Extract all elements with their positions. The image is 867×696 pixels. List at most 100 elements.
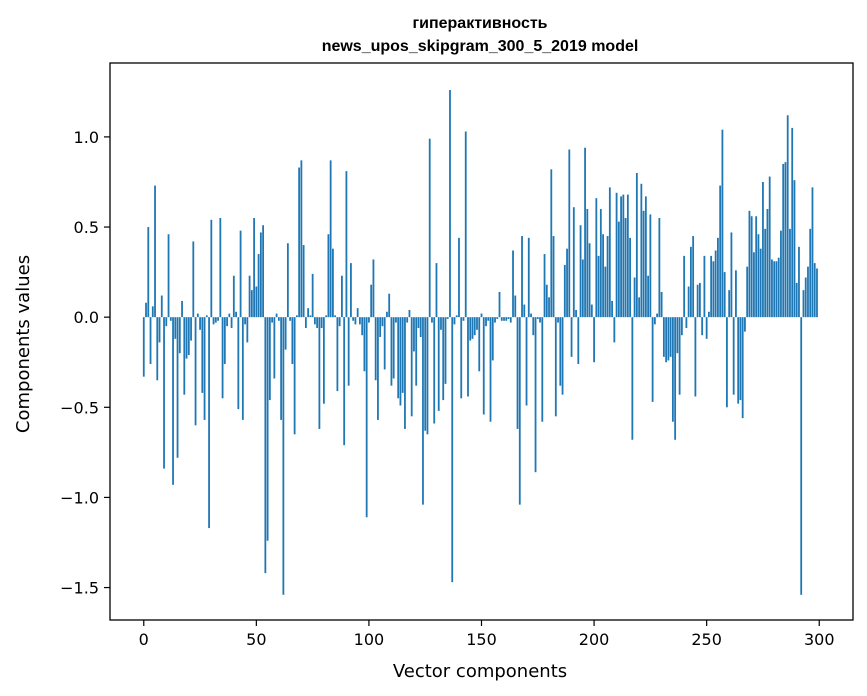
bar — [214, 317, 217, 323]
y-axis-ticks: −1.5 −1.0 −0.5 0.0 0.5 1.0 — [60, 128, 110, 598]
bar — [509, 317, 512, 323]
bar — [795, 282, 798, 318]
bar — [809, 228, 812, 318]
bar — [300, 160, 303, 318]
bar — [280, 317, 283, 420]
bar — [768, 176, 771, 318]
bar — [714, 250, 717, 318]
bar — [789, 228, 791, 318]
bar — [388, 293, 391, 318]
bar — [212, 317, 215, 325]
bar — [762, 181, 764, 318]
x-tick-label: 100 — [354, 630, 385, 649]
bar — [712, 261, 715, 318]
bar — [268, 317, 271, 401]
bar — [708, 311, 710, 318]
bar — [784, 162, 787, 318]
y-tick-label: 1.0 — [74, 128, 99, 147]
bar — [271, 317, 274, 323]
bar — [552, 236, 555, 318]
bar — [687, 286, 690, 318]
bar — [500, 317, 503, 321]
x-tick-label: 150 — [466, 630, 497, 649]
bars-group — [142, 90, 818, 595]
bar — [431, 317, 433, 323]
bar — [782, 163, 785, 318]
bar — [201, 317, 204, 393]
bar — [183, 317, 186, 395]
bar — [804, 277, 807, 318]
bar — [807, 266, 809, 318]
bar — [435, 263, 438, 318]
bar — [746, 266, 749, 318]
bar — [593, 317, 595, 363]
bar — [800, 317, 803, 595]
bar — [194, 317, 197, 426]
bar — [577, 317, 580, 365]
bar — [503, 317, 505, 321]
chart-title: гиперактивность — [412, 15, 547, 32]
bar — [298, 167, 301, 318]
bar — [172, 317, 174, 485]
bar — [660, 291, 663, 318]
bar — [284, 317, 287, 350]
bar — [428, 138, 431, 318]
bar — [332, 248, 334, 318]
bar — [534, 317, 537, 473]
bar — [343, 317, 346, 446]
bar — [541, 317, 544, 422]
bar — [680, 317, 683, 336]
bar — [696, 284, 699, 318]
bar — [579, 225, 582, 318]
bar — [322, 317, 325, 404]
bar — [599, 209, 602, 318]
bar — [658, 218, 661, 318]
bar — [264, 317, 267, 574]
bar — [174, 317, 177, 339]
bar — [196, 313, 199, 318]
bar — [536, 317, 539, 319]
bar — [404, 317, 406, 429]
bar — [205, 315, 208, 318]
bar — [469, 317, 472, 341]
bar — [361, 317, 364, 336]
bar — [617, 221, 620, 318]
x-tick-label: 0 — [139, 630, 149, 649]
bar — [595, 198, 598, 318]
bar — [649, 214, 652, 318]
bar — [491, 317, 494, 361]
bar — [408, 309, 411, 318]
bar — [386, 311, 388, 318]
bar — [811, 187, 814, 318]
bar — [494, 317, 496, 323]
bar — [370, 284, 373, 318]
y-axis-label: Components values — [13, 255, 34, 433]
bar — [525, 317, 528, 406]
bar — [631, 317, 634, 440]
bar — [282, 317, 285, 595]
bar — [449, 90, 451, 318]
bar — [557, 317, 559, 323]
bar — [487, 317, 490, 321]
bar — [401, 317, 404, 393]
bar — [622, 194, 625, 318]
bar — [176, 317, 179, 458]
bar — [590, 304, 593, 318]
bar — [721, 129, 724, 318]
bar — [766, 209, 769, 318]
bar — [239, 230, 242, 318]
bar — [793, 180, 796, 318]
bar — [453, 317, 456, 325]
x-tick-label: 50 — [246, 630, 266, 649]
bar — [219, 218, 222, 318]
y-tick-label: 0.0 — [74, 308, 99, 327]
bar — [413, 317, 415, 352]
bar — [345, 171, 348, 318]
bar — [208, 317, 210, 529]
bar — [496, 317, 499, 319]
bar — [255, 286, 258, 318]
bar — [354, 317, 357, 325]
bar — [259, 232, 262, 318]
x-axis-ticks: 0 50 100 150 200 250 300 — [139, 620, 835, 649]
bar — [644, 196, 647, 318]
